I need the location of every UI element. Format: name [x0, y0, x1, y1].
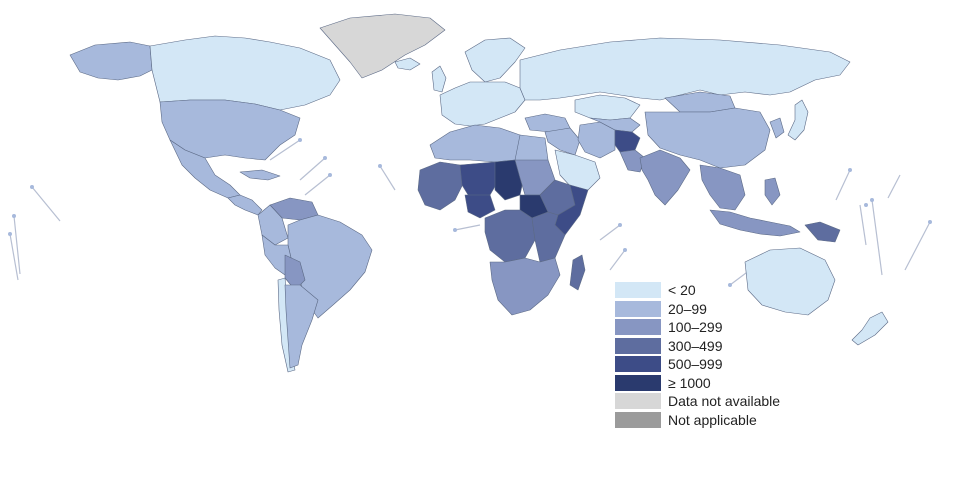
east-africa-region: [531, 211, 566, 263]
legend-swatch-gte1000: [615, 374, 661, 391]
sahel-region: [459, 161, 501, 199]
scandinavia-region: [464, 37, 526, 83]
legend-row: 500–999: [615, 355, 780, 374]
legend-row: ≥ 1000: [615, 374, 780, 393]
map-legend: < 20 20–99 100–299 300–499 500–999 ≥ 100…: [615, 281, 780, 429]
legend-swatch-not-available: [615, 393, 661, 410]
afghanistan-region: [614, 129, 641, 153]
legend-row: Not applicable: [615, 411, 780, 430]
greenland-region: [319, 13, 446, 79]
papua-new-guinea-region: [804, 221, 841, 243]
legend-label: < 20: [668, 282, 696, 299]
legend-row: 20–99: [615, 300, 780, 319]
legend-row: Data not available: [615, 392, 780, 411]
legend-label: ≥ 1000: [668, 374, 711, 391]
legend-label: 500–999: [668, 356, 723, 373]
central-america-region: [227, 194, 263, 216]
united-kingdom-region: [431, 65, 447, 93]
alaska-region: [69, 41, 153, 81]
kazakhstan-region: [574, 94, 641, 121]
legend-swatch-100-299: [615, 319, 661, 336]
island-leaders: [8, 138, 932, 287]
central-africa-region: [484, 209, 536, 263]
japan-region: [787, 99, 809, 141]
saudi-arabia-region: [554, 149, 601, 191]
legend-label: 100–299: [668, 319, 723, 336]
legend-swatch-300-499: [615, 337, 661, 354]
legend-label: Not applicable: [668, 411, 757, 428]
australia-region: [744, 247, 836, 316]
nigeria-region: [464, 194, 496, 219]
north-africa-region: [429, 124, 531, 163]
iran-region: [577, 121, 616, 159]
madagascar-region: [569, 254, 586, 291]
western-europe-region: [439, 81, 526, 127]
legend-swatch-not-applicable: [615, 411, 661, 428]
legend-swatch-lt20: [615, 282, 661, 299]
new-zealand-region: [851, 311, 889, 346]
middle-east-region: [544, 127, 581, 156]
legend-label: 300–499: [668, 337, 723, 354]
legend-label: Data not available: [668, 393, 781, 410]
central-asia-region: [589, 117, 641, 133]
china-region: [644, 107, 771, 169]
indonesia-region: [709, 209, 801, 237]
legend-swatch-500-999: [615, 356, 661, 373]
iceland-region: [394, 57, 421, 71]
legend-row: < 20: [615, 281, 780, 300]
legend-row: 100–299: [615, 318, 780, 337]
southeast-asia-region: [699, 164, 746, 211]
philippines-region: [764, 177, 781, 206]
southern-africa-region: [489, 257, 561, 316]
india-region: [639, 149, 691, 206]
korea-region: [769, 117, 785, 139]
cuba-region: [239, 169, 281, 181]
legend-label: 20–99: [668, 300, 707, 317]
canada-region: [149, 35, 341, 111]
west-africa-region: [417, 161, 466, 211]
legend-row: 300–499: [615, 337, 780, 356]
argentina-region: [284, 284, 319, 369]
legend-swatch-20-99: [615, 300, 661, 317]
russia-region: [519, 37, 851, 101]
